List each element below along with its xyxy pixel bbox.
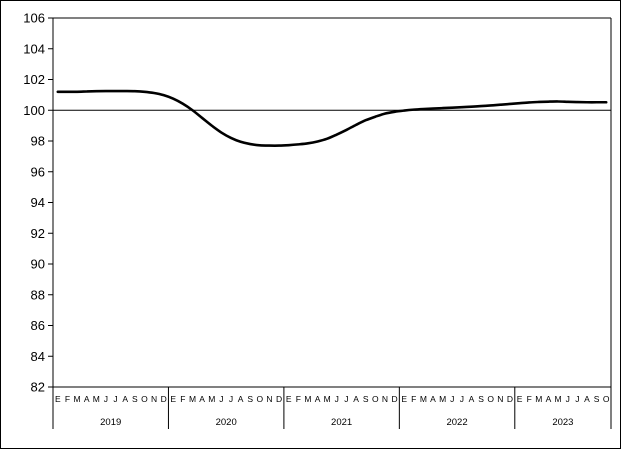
month-label: J	[335, 394, 339, 404]
month-label: E	[55, 394, 61, 404]
month-label: F	[65, 394, 70, 404]
y-axis: 82 84 86 88 90 92 94 96 98 100 102 104 106	[23, 11, 54, 429]
month-label: A	[122, 394, 128, 404]
month-label: S	[247, 394, 253, 404]
y-tick-label: 86	[31, 318, 45, 333]
month-label: A	[430, 394, 436, 404]
month-label: N	[151, 394, 157, 404]
series-line	[56, 89, 608, 147]
month-label: E	[286, 394, 292, 404]
y-tick-label: 104	[23, 41, 45, 56]
year-label: 2020	[216, 417, 237, 428]
month-label: A	[546, 394, 552, 404]
month-label: J	[450, 394, 454, 404]
month-label: M	[304, 394, 311, 404]
y-tick-label: 92	[31, 226, 45, 241]
month-label: D	[161, 394, 167, 404]
month-label: J	[229, 394, 233, 404]
month-label: M	[189, 394, 196, 404]
month-label: S	[132, 394, 138, 404]
y-tick-label: 96	[31, 164, 45, 179]
month-label: M	[420, 394, 427, 404]
year-label: 2022	[446, 417, 467, 428]
month-label: A	[353, 394, 359, 404]
month-label: F	[411, 394, 416, 404]
y-tick-label: 84	[31, 349, 45, 364]
month-label: J	[104, 394, 108, 404]
month-label: D	[276, 394, 282, 404]
month-label: S	[478, 394, 484, 404]
month-label: O	[257, 394, 264, 404]
y-tick-label: 94	[31, 195, 45, 210]
month-label: J	[566, 394, 570, 404]
month-label: N	[382, 394, 388, 404]
month-label: A	[238, 394, 244, 404]
y-tick-label: 82	[31, 380, 45, 395]
month-label: J	[219, 394, 223, 404]
y-tick-label: 98	[31, 134, 45, 149]
y-tick-label: 102	[23, 72, 45, 87]
month-label: S	[594, 394, 600, 404]
month-label: D	[391, 394, 397, 404]
plot-area	[53, 17, 612, 429]
month-label: M	[208, 394, 215, 404]
month-label: J	[113, 394, 117, 404]
month-label: M	[324, 394, 331, 404]
month-label: A	[315, 394, 321, 404]
month-label: F	[180, 394, 185, 404]
month-label: M	[535, 394, 542, 404]
y-tick-label: 90	[31, 257, 45, 272]
month-label: O	[603, 394, 610, 404]
month-label: J	[575, 394, 579, 404]
year-label: 2023	[552, 417, 573, 428]
month-label: N	[497, 394, 503, 404]
month-label: A	[84, 394, 90, 404]
year-label: 2019	[100, 417, 121, 428]
month-label: N	[266, 394, 272, 404]
month-label: M	[93, 394, 100, 404]
month-label: M	[74, 394, 81, 404]
month-label: E	[401, 394, 407, 404]
month-label: J	[460, 394, 464, 404]
y-tick-label: 88	[31, 287, 45, 302]
month-label: S	[363, 394, 369, 404]
month-label: O	[141, 394, 148, 404]
month-label: E	[517, 394, 523, 404]
month-label: M	[439, 394, 446, 404]
y-tick-label: 100	[23, 103, 45, 118]
month-label: D	[507, 394, 513, 404]
year-label: 2021	[331, 417, 352, 428]
month-label: A	[469, 394, 475, 404]
month-label: F	[527, 394, 532, 404]
month-label: E	[170, 394, 176, 404]
month-label: J	[344, 394, 348, 404]
month-label: O	[487, 394, 494, 404]
month-label: O	[372, 394, 379, 404]
month-label: M	[555, 394, 562, 404]
month-label: A	[584, 394, 590, 404]
month-label: F	[296, 394, 301, 404]
y-tick-label: 106	[23, 11, 45, 26]
month-label: A	[199, 394, 205, 404]
